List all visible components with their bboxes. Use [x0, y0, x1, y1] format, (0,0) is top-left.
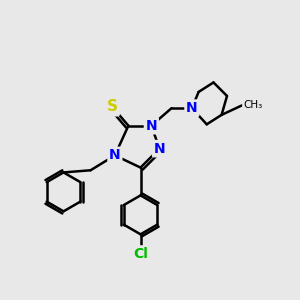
Text: N: N	[109, 148, 121, 162]
Text: Cl: Cl	[133, 247, 148, 261]
Text: N: N	[154, 142, 165, 156]
Text: N: N	[186, 101, 198, 115]
Text: CH₃: CH₃	[243, 100, 262, 110]
Text: S: S	[107, 99, 118, 114]
Text: N: N	[146, 119, 157, 133]
